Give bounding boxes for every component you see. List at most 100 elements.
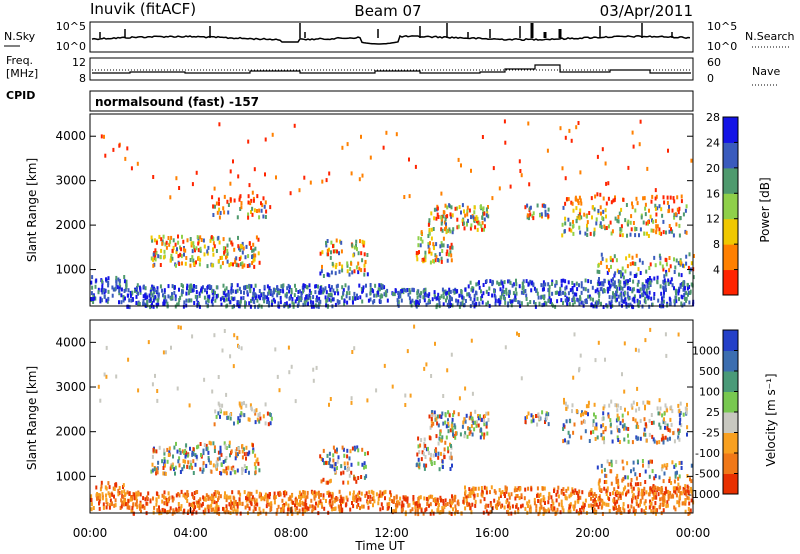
- echo-cell: [439, 414, 441, 419]
- echo-cell: [163, 501, 166, 506]
- echo-cell: [171, 495, 174, 500]
- echo-cell: [422, 295, 425, 300]
- echo-cell: [665, 353, 668, 358]
- echo-cell: [496, 280, 499, 285]
- echo-cell: [589, 296, 592, 301]
- echo-cell: [515, 504, 518, 509]
- echo-cell: [204, 497, 207, 502]
- echo-cell: [617, 215, 620, 219]
- echo-cell: [525, 297, 528, 301]
- echo-cell: [658, 422, 661, 427]
- echo-cell: [580, 300, 583, 305]
- nave-tick-60: 60: [707, 56, 721, 69]
- echo-cell: [593, 497, 596, 502]
- echo-cell: [629, 220, 632, 225]
- echo-cell: [542, 280, 545, 285]
- echo-cell: [451, 303, 454, 308]
- echo-cell: [481, 432, 484, 437]
- echo-cell: [404, 403, 407, 407]
- echo-cell: [430, 211, 433, 216]
- noise-panel: N.Sky 10^5 10^0 10^5 10^0 N.Search: [4, 20, 795, 53]
- echo-cell: [551, 499, 554, 504]
- echo-cell: [413, 324, 416, 329]
- echo-cell: [194, 248, 196, 253]
- echo-cell: [225, 471, 228, 476]
- echo-cell: [686, 282, 689, 287]
- echo-cell: [266, 493, 269, 498]
- echo-cell: [424, 258, 427, 263]
- echo-cell: [321, 179, 324, 184]
- echo-cell: [218, 491, 220, 496]
- echo-cell: [400, 504, 403, 509]
- echo-cell: [564, 216, 567, 221]
- echo-cell: [160, 248, 163, 253]
- echo-cell: [105, 345, 108, 350]
- echo-cell: [504, 345, 507, 350]
- echo-cell: [228, 502, 231, 507]
- echo-cell: [588, 294, 591, 299]
- echo-cell: [634, 418, 637, 423]
- echo-cell: [153, 467, 156, 472]
- echo-cell: [157, 297, 160, 302]
- echo-cell: [654, 188, 657, 193]
- echo-cell: [621, 459, 624, 464]
- echo-cell: [207, 494, 210, 499]
- echo-cell: [457, 157, 460, 162]
- echo-cell: [428, 231, 431, 236]
- echo-cell: [605, 492, 608, 496]
- echo-cell: [254, 246, 257, 251]
- echo-cell: [686, 402, 688, 407]
- echo-cell: [369, 494, 372, 499]
- echo-cell: [373, 499, 376, 504]
- echo-cell: [357, 461, 360, 466]
- echo-cell: [651, 459, 653, 464]
- echo-cell: [272, 287, 275, 292]
- echo-cell: [244, 304, 247, 309]
- echo-cell: [253, 462, 256, 467]
- echo-cell: [132, 511, 135, 516]
- echo-cell: [332, 445, 335, 450]
- echo-cell: [592, 419, 595, 424]
- echo-cell: [213, 445, 216, 450]
- echo-cell: [252, 443, 254, 448]
- echo-cell: [675, 299, 678, 304]
- echo-cell: [505, 499, 508, 504]
- echo-cell: [644, 300, 647, 305]
- echo-cell: [233, 296, 236, 301]
- echo-cell: [437, 451, 440, 456]
- echo-cell: [234, 260, 237, 265]
- echo-cell: [636, 421, 639, 426]
- echo-cell: [442, 394, 445, 398]
- echo-cell: [622, 275, 625, 280]
- echo-cell: [427, 451, 430, 456]
- echo-cell: [540, 504, 543, 509]
- echo-cell: [623, 284, 626, 288]
- echo-cell: [219, 297, 222, 302]
- echo-cell: [224, 288, 226, 293]
- echo-cell: [662, 436, 665, 441]
- echo-cell: [673, 505, 676, 510]
- echo-cell: [659, 487, 662, 492]
- echo-cell: [157, 460, 160, 465]
- echo-cell: [416, 291, 419, 296]
- nave-tick-0: 0: [707, 72, 714, 85]
- echo-cell: [432, 242, 435, 247]
- echo-cell: [592, 494, 595, 499]
- echo-cell: [662, 498, 665, 503]
- echo-cell: [224, 458, 227, 463]
- echo-cell: [156, 466, 159, 471]
- echo-cell: [191, 255, 194, 260]
- echo-cell: [565, 488, 568, 493]
- echo-cell: [173, 510, 176, 515]
- echo-cell: [170, 253, 173, 258]
- echo-cell: [213, 449, 216, 453]
- echo-cell: [165, 497, 168, 502]
- echo-cell: [209, 460, 212, 465]
- echo-cell: [637, 300, 640, 304]
- echo-cell: [435, 207, 438, 212]
- echo-cell: [321, 264, 323, 269]
- echo-cell: [643, 231, 646, 236]
- echo-cell: [281, 498, 284, 503]
- echo-cell: [592, 429, 595, 434]
- echo-cell: [584, 287, 587, 292]
